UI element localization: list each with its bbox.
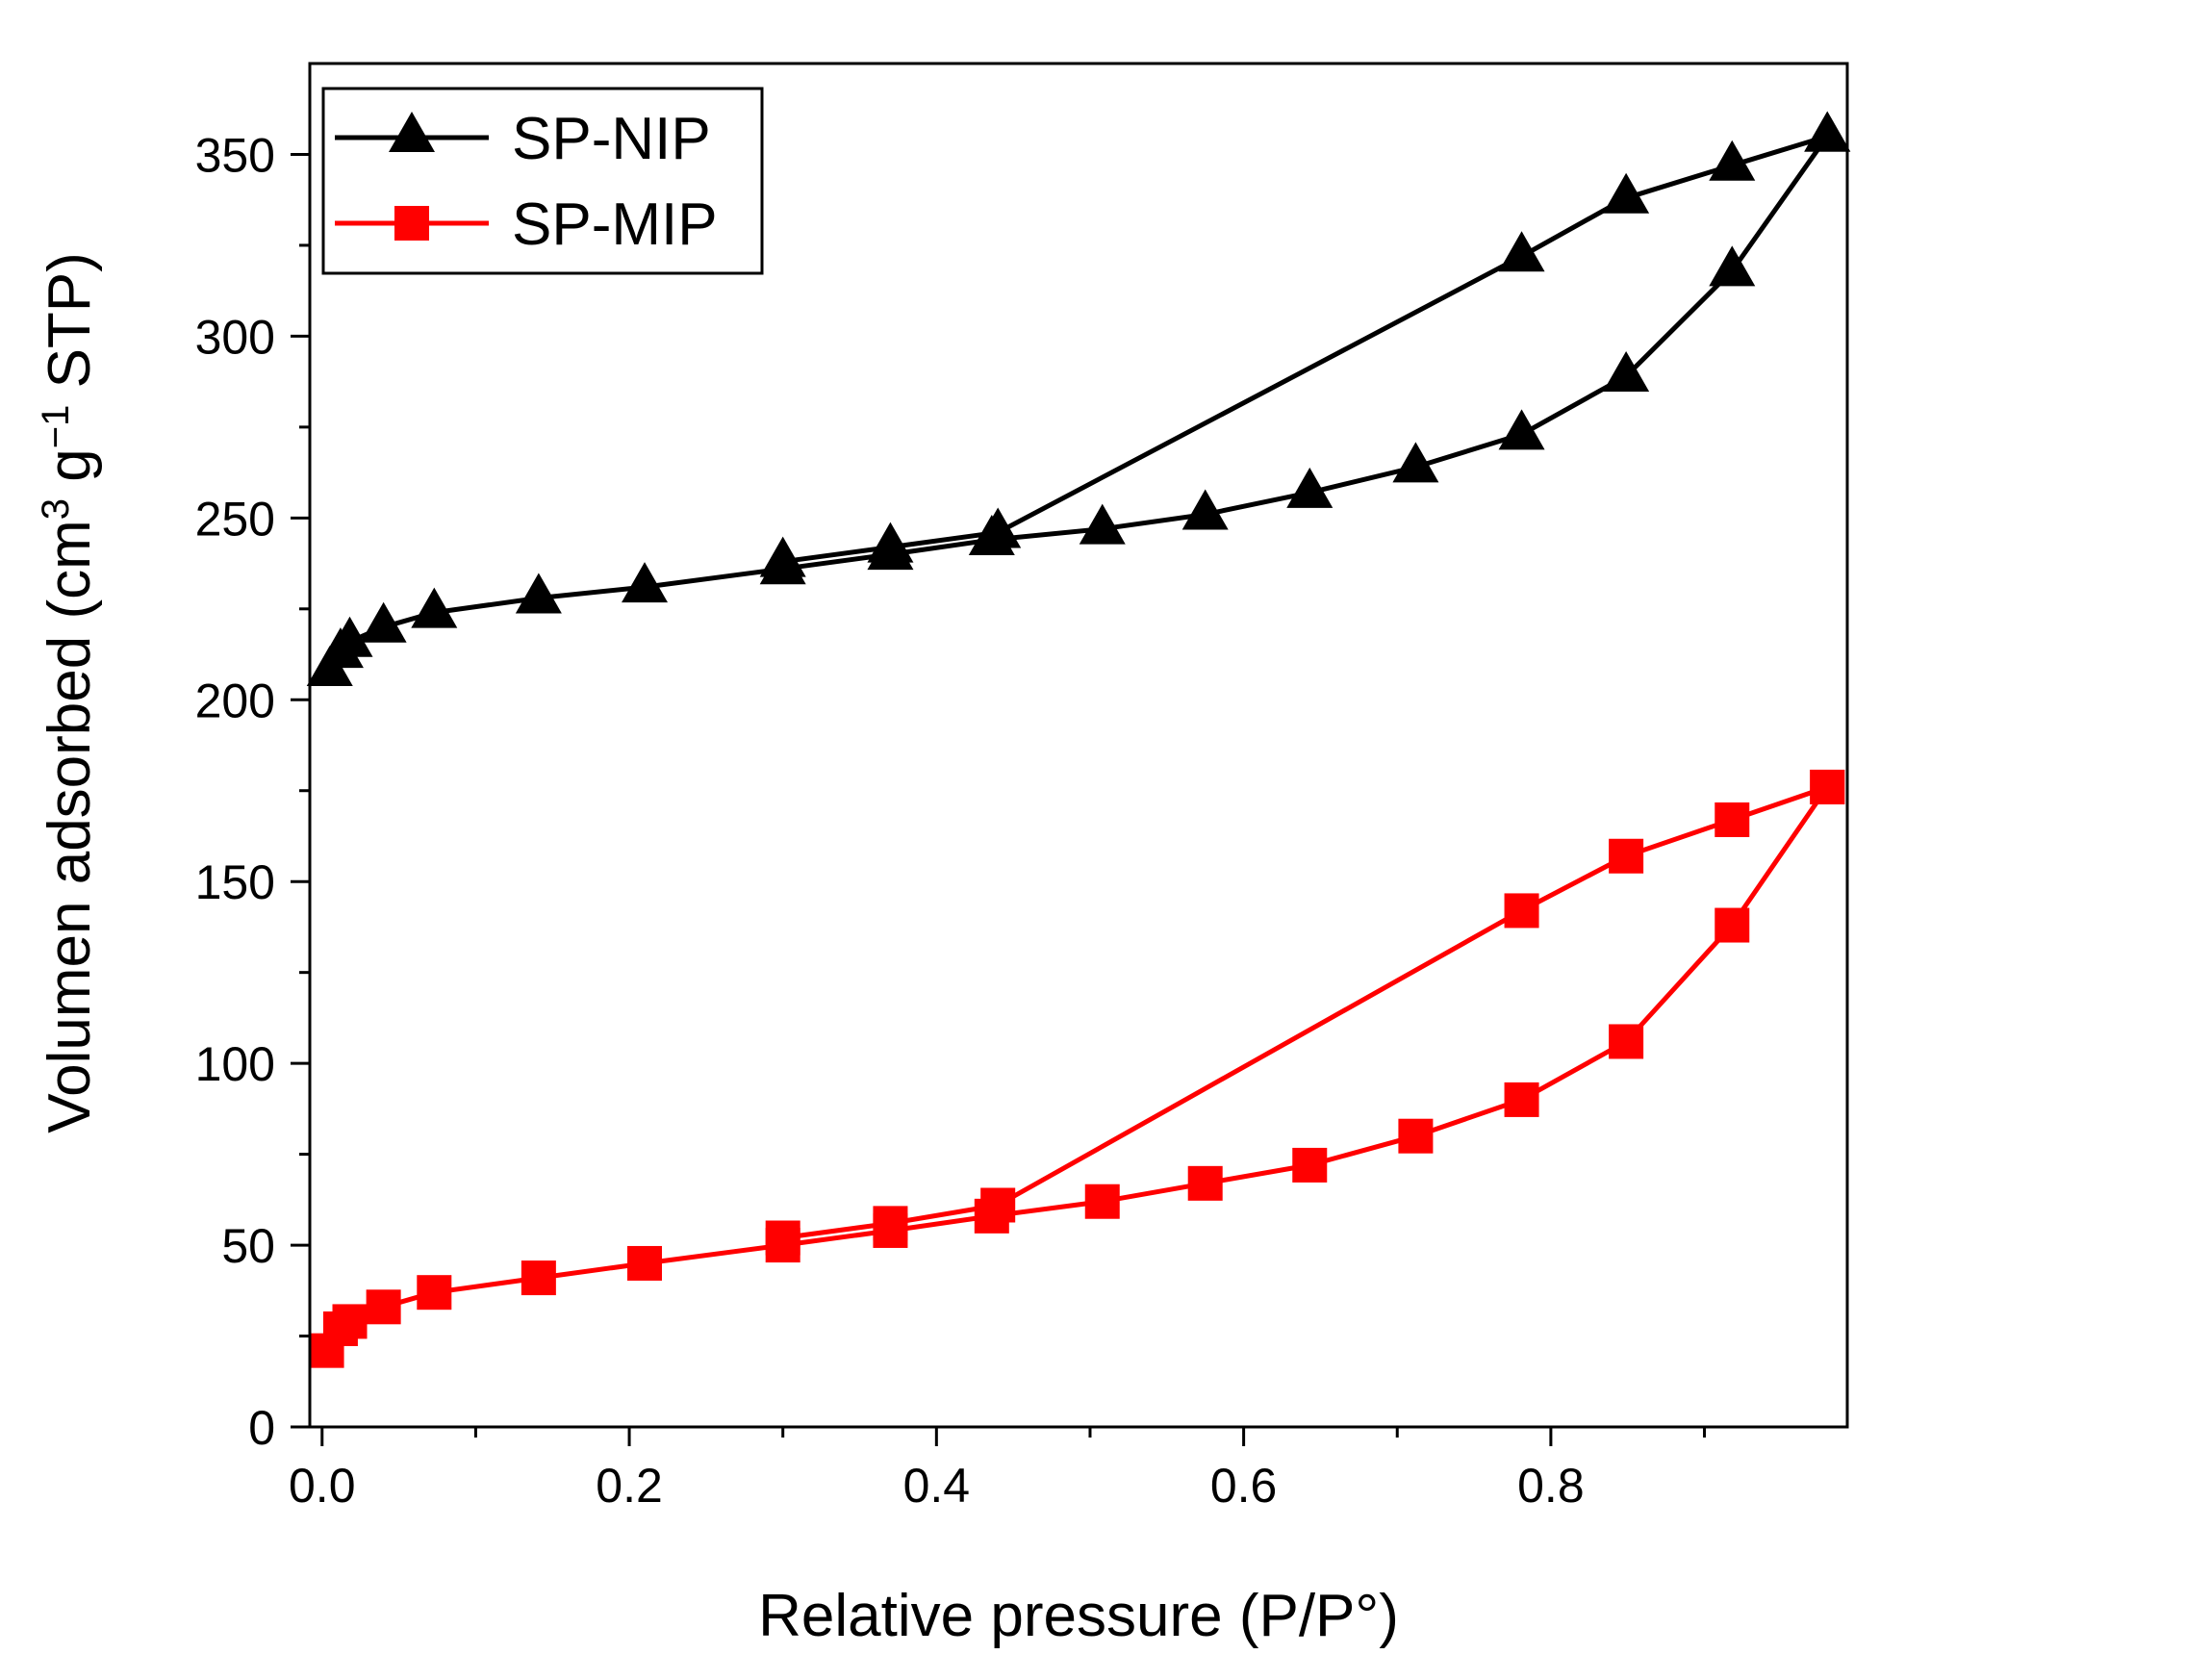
data-point-sp-mip [873, 1206, 908, 1241]
data-point-sp-nip [326, 616, 373, 657]
data-point-sp-mip [417, 1275, 452, 1311]
x-axis-title: Relative pressure (P/P°) [758, 1583, 1399, 1649]
data-point-sp-mip [980, 1187, 1016, 1223]
data-point-sp-nip [759, 536, 806, 577]
x-tick-label: 0.8 [1517, 1459, 1585, 1513]
y-tick-label: 100 [195, 1037, 275, 1091]
series-layer [306, 111, 1851, 1368]
data-point-sp-nip [1498, 231, 1545, 272]
plot-frame [308, 62, 1849, 1429]
legend-label-sp-nip: SP-NIP [512, 106, 711, 172]
data-point-sp-nip [1709, 140, 1756, 181]
legend-box [321, 87, 764, 275]
data-point-sp-mip [366, 1289, 401, 1325]
legend-entry-sp-nip: SP-NIP [335, 106, 711, 172]
x-tick-label: 0.0 [289, 1459, 356, 1513]
data-point-sp-nip [360, 601, 407, 643]
x-tick-label: 0.4 [903, 1459, 971, 1513]
y-tick-label: 250 [195, 492, 275, 546]
data-point-sp-nip [515, 573, 562, 614]
y-tick-label: 350 [195, 128, 275, 182]
data-point-sp-nip [1709, 245, 1756, 287]
legend-marker-sp-mip [394, 206, 429, 241]
data-point-sp-mip [1084, 1184, 1120, 1219]
data-point-sp-mip [1609, 1024, 1644, 1059]
data-point-sp-nip [975, 507, 1022, 548]
data-point-sp-nip [1392, 442, 1439, 483]
data-point-sp-mip [521, 1260, 556, 1296]
series-sp-mip [309, 769, 1845, 1368]
data-point-sp-mip [765, 1220, 800, 1256]
data-point-sp-mip [1398, 1118, 1434, 1154]
legend-entry-sp-mip: SP-MIP [335, 191, 718, 258]
data-point-sp-mip [1504, 1082, 1539, 1117]
data-point-sp-mip [1187, 1165, 1223, 1201]
data-point-sp-mip [1609, 838, 1644, 874]
x-tick-label: 0.2 [596, 1459, 663, 1513]
data-point-sp-mip [1810, 769, 1845, 804]
data-point-sp-nip [867, 522, 914, 563]
data-point-sp-nip [1498, 409, 1545, 450]
data-point-sp-mip [332, 1304, 368, 1339]
data-point-sp-nip [1181, 489, 1229, 530]
y-tick-label: 150 [195, 855, 275, 909]
data-point-sp-nip [1603, 350, 1650, 392]
data-point-sp-mip [1715, 907, 1750, 943]
legend-marker-sp-nip [389, 112, 435, 152]
data-point-sp-mip [1292, 1147, 1328, 1183]
y-tick-label: 0 [248, 1401, 275, 1455]
data-point-sp-mip [1715, 802, 1750, 837]
y-tick-label: 50 [221, 1219, 275, 1273]
data-point-sp-nip [411, 587, 458, 628]
y-tick-label: 200 [195, 674, 275, 727]
y-axis-title: Volumen adsorbed (cm3 g−1 STP) [35, 252, 103, 1133]
legend: SP-NIP SP-MIP [321, 87, 764, 275]
data-point-sp-nip [1603, 172, 1650, 214]
legend-label-sp-mip: SP-MIP [512, 191, 718, 258]
data-point-sp-nip [1286, 467, 1334, 508]
series-sp-nip [306, 111, 1851, 687]
y-tick-label: 300 [195, 310, 275, 364]
data-point-sp-nip [622, 562, 669, 603]
axes: 0.0 0.2 0.4 0.6 0.8 0 50 100 150 200 250 300 350 [195, 62, 1849, 1513]
x-tick-label: 0.6 [1210, 1459, 1278, 1513]
data-point-sp-nip [1079, 503, 1126, 545]
data-point-sp-mip [1504, 893, 1539, 929]
data-point-sp-mip [627, 1245, 663, 1281]
data-point-sp-nip [1804, 111, 1851, 152]
